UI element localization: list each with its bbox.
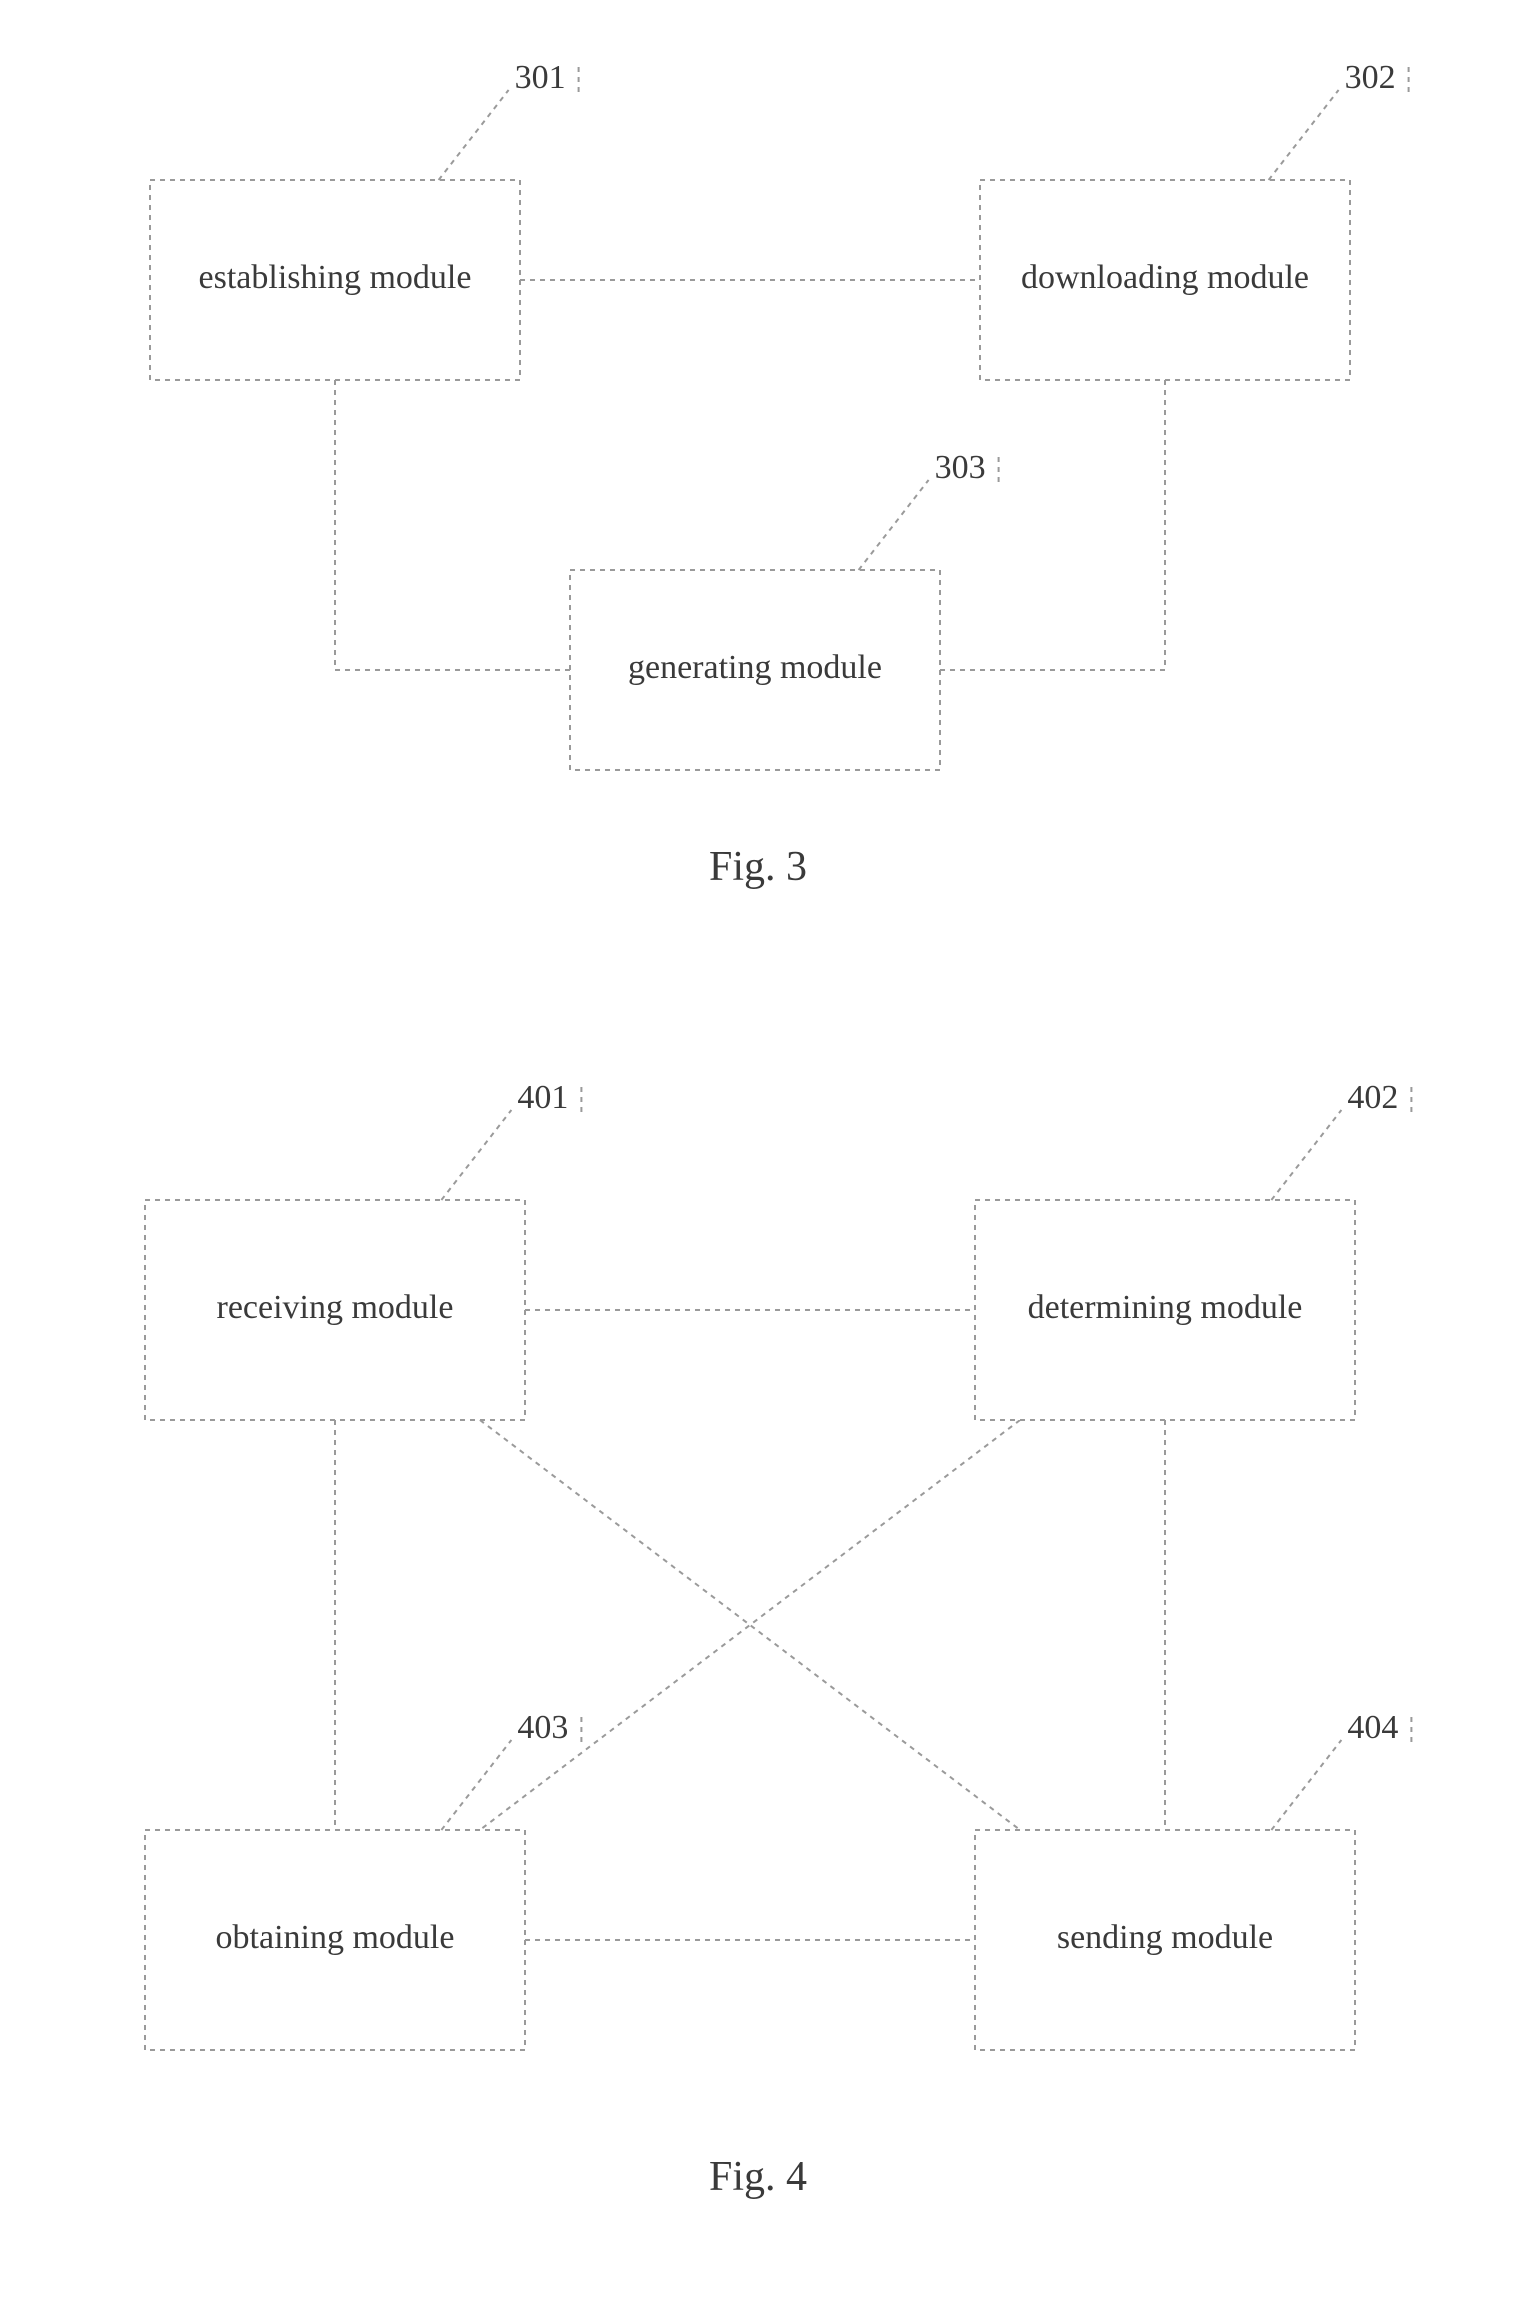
leader-line-n302	[1269, 90, 1339, 180]
leader-line-n403	[441, 1740, 511, 1830]
ref-label-n302: 302	[1345, 59, 1396, 96]
leader-line-n402	[1271, 1110, 1341, 1200]
figure-caption: Fig. 4	[709, 2154, 807, 2200]
leader-line-n404	[1271, 1740, 1341, 1830]
edge	[940, 380, 1165, 670]
leader-line-n401	[441, 1110, 511, 1200]
figure-caption: Fig. 3	[709, 844, 807, 890]
leader-line-n301	[439, 90, 509, 180]
node-label-n402: determining module	[1028, 1289, 1303, 1326]
ref-label-n303: 303	[935, 449, 986, 486]
node-label-n403: obtaining module	[216, 1919, 455, 1956]
node-label-n401: receiving module	[217, 1289, 454, 1326]
ref-label-n402: 402	[1347, 1079, 1398, 1116]
figure: establishing module 301 downloading module…	[150, 59, 1409, 890]
node-label-n303: generating module	[628, 649, 882, 686]
ref-label-n301: 301	[515, 59, 566, 96]
node-label-n301: establishing module	[199, 259, 472, 296]
ref-label-n404: 404	[1347, 1709, 1398, 1746]
figure: receiving module 401 determining module 402…	[145, 1079, 1411, 2200]
node-label-n404: sending module	[1057, 1919, 1273, 1956]
ref-label-n403: 403	[517, 1709, 568, 1746]
edge	[335, 380, 570, 670]
ref-label-n401: 401	[517, 1079, 568, 1116]
node-label-n302: downloading module	[1021, 259, 1309, 296]
leader-line-n303	[859, 480, 929, 570]
